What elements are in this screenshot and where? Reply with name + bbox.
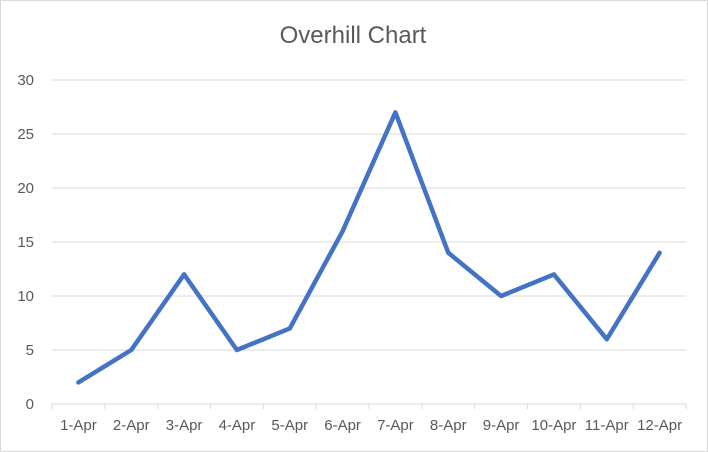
data-point (129, 348, 134, 352)
x-tick-label: 12-Apr (637, 417, 682, 434)
y-tick-label: 5 (26, 342, 34, 359)
y-tick-label: 30 (17, 72, 34, 89)
data-point (340, 229, 345, 234)
x-tick-label: 9-Apr (483, 417, 520, 434)
x-tick-label: 1-Apr (60, 417, 97, 434)
series-line-0 (76, 110, 662, 385)
data-point (446, 250, 451, 255)
x-axis-tick-labels: 1-Apr 2-Apr 3-Apr 4-Apr 5-Apr 6-Apr 7-Apr 8-Apr… (60, 417, 682, 434)
x-tick-label: 10-Apr (531, 417, 576, 434)
y-tick-label: 10 (17, 288, 34, 305)
data-point (551, 272, 556, 277)
data-point (287, 326, 292, 331)
chart-title: Overhill Chart (279, 22, 427, 49)
x-tick-label: 2-Apr (113, 417, 150, 434)
y-tick-label: 0 (26, 396, 34, 413)
series-layer (76, 110, 662, 385)
data-point (499, 294, 504, 298)
x-tick-label: 5-Apr (271, 417, 308, 434)
y-tick-label: 25 (17, 126, 34, 143)
x-axis (51, 403, 687, 409)
y-tick-label: 20 (17, 180, 34, 197)
x-tick-label: 6-Apr (324, 417, 361, 434)
x-tick-label: 3-Apr (166, 417, 203, 434)
data-point (657, 250, 662, 255)
x-tick-label: 11-Apr (585, 417, 629, 434)
data-point (234, 348, 239, 352)
data-point (604, 337, 609, 342)
x-tick-label: 8-Apr (430, 417, 467, 434)
y-tick-label: 15 (17, 234, 34, 251)
gridlines (52, 79, 686, 351)
data-point (182, 272, 187, 277)
x-tick-label: 4-Apr (219, 417, 256, 434)
data-point (76, 380, 81, 385)
x-tick-label: 7-Apr (377, 417, 414, 434)
data-point (393, 110, 398, 115)
y-axis-tick-labels: 0 5 10 15 20 25 30 (17, 72, 34, 413)
